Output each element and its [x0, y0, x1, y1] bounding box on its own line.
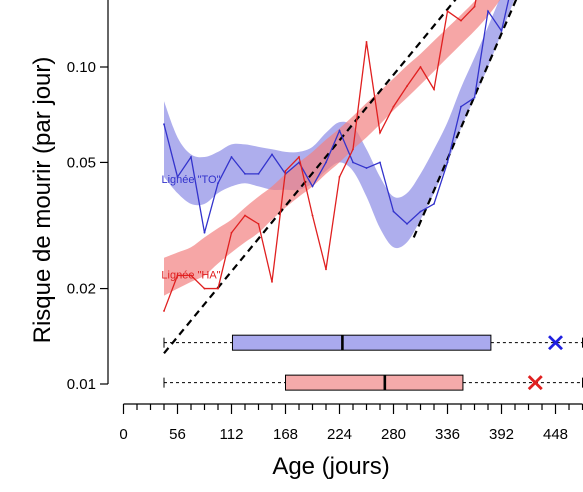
series-lines [163, 0, 510, 312]
x-tick-label: 0 [119, 426, 127, 443]
data-point [487, 10, 489, 13]
y-axis-title: Risque de mourir (par jour) [29, 57, 56, 344]
data-point [379, 161, 381, 164]
x-axis-title: Age (jours) [272, 453, 389, 480]
x-tick-label: 336 [435, 426, 460, 443]
data-point [352, 148, 354, 151]
data-point [473, 96, 476, 99]
data-point [203, 231, 206, 234]
data-point [379, 131, 381, 134]
data-point [244, 214, 246, 217]
series-line [163, 0, 510, 233]
series-annotations: Lignée "TO" Lignée "HA" [161, 174, 220, 281]
data-point [190, 156, 192, 158]
data-point [392, 210, 395, 213]
data-point [419, 66, 422, 68]
x-tick-label: 56 [169, 426, 186, 443]
y-tick-label: 0.01 [67, 376, 96, 393]
data-point [230, 231, 233, 234]
data-point [203, 287, 206, 290]
boxplots [163, 334, 583, 391]
x-tick-label: 280 [381, 426, 406, 443]
data-point [406, 85, 408, 88]
x-tick-label: 392 [489, 426, 514, 443]
data-point [460, 105, 462, 108]
data-point [311, 185, 314, 188]
x-tick-label: 448 [543, 426, 568, 443]
data-point [325, 268, 327, 271]
data-point [392, 105, 395, 108]
data-point [230, 156, 233, 158]
axes: 0561121682242803363924481.000.500.200.10… [67, 0, 583, 443]
data-point [446, 161, 449, 164]
data-point [433, 202, 435, 205]
data-point [311, 214, 314, 217]
data-point [271, 280, 273, 283]
data-point [419, 210, 422, 213]
data-point [298, 156, 300, 158]
data-point [365, 167, 368, 169]
box [285, 374, 464, 391]
data-point [244, 173, 246, 175]
data-point [338, 176, 341, 178]
data-point [217, 287, 219, 290]
data-point [473, 5, 476, 8]
data-point [406, 222, 408, 225]
x-tick-label: 168 [273, 426, 298, 443]
data-point [325, 161, 327, 164]
data-point [352, 161, 354, 164]
data-point [446, 10, 449, 13]
data-point [460, 19, 462, 22]
data-point [176, 274, 179, 277]
x-tick-label: 112 [220, 426, 244, 443]
box [231, 334, 492, 351]
data-point [257, 222, 260, 225]
series-line [163, 0, 477, 312]
x-tick-label: 224 [327, 426, 352, 443]
confidence-band [164, 0, 515, 249]
series-label: Lignée "HA" [161, 270, 220, 282]
data-point [163, 310, 165, 312]
data-point [217, 182, 219, 185]
y-tick-label: 0.10 [67, 59, 96, 76]
data-point [257, 173, 260, 175]
max-marker [548, 335, 563, 351]
series-label: Lignée "TO" [162, 174, 221, 186]
data-point [365, 40, 368, 43]
data-point [163, 123, 165, 126]
data-point [190, 274, 192, 277]
data-point [284, 170, 287, 172]
y-tick-label: 0.05 [67, 154, 96, 171]
y-tick-label: 0.02 [67, 281, 96, 298]
data-point [176, 176, 179, 178]
data-point [271, 153, 273, 156]
data-point [338, 129, 341, 132]
data-point [500, 29, 503, 32]
trend-lines [163, 0, 518, 354]
trend-HA-line [163, 0, 457, 354]
data-point [433, 88, 435, 91]
data-point [298, 161, 300, 164]
max-marker [527, 375, 543, 391]
